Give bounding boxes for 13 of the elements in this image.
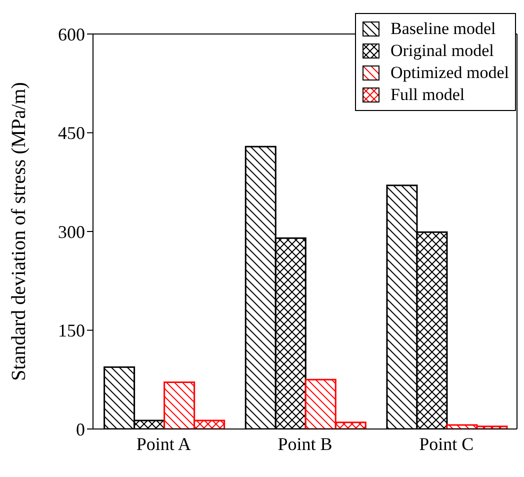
legend-label: Baseline model [390,18,496,40]
legend-label: Optimized model [390,62,509,84]
x-tick-label: Point A [136,434,191,454]
x-tick-label: Point B [278,434,332,454]
legend-label: Full model [390,84,465,106]
y-tick-label: 450 [58,123,85,144]
y-axis-title: Standard deviation of stress (MPa/m) [8,82,30,381]
y-tick-label: 600 [58,24,85,44]
y-tick-label: 300 [58,222,85,242]
x-tick-label: Point C [419,434,474,454]
y-tick-label: 150 [58,320,85,341]
y-tick-label: 0 [76,419,85,440]
legend-label: Original model [390,40,494,62]
